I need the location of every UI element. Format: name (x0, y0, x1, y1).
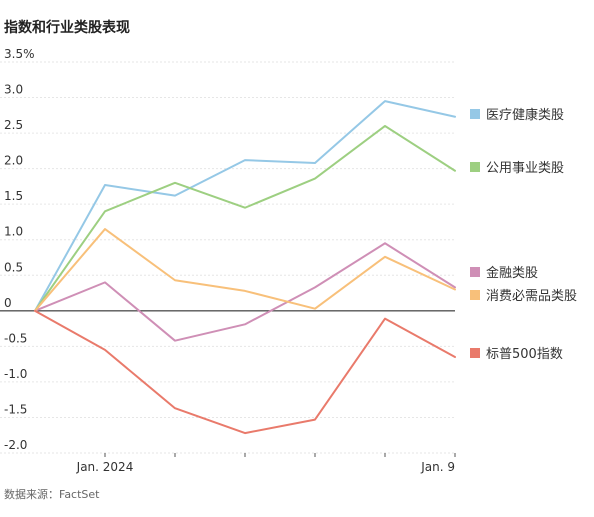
legend-swatch (470, 109, 480, 119)
y-tick-label: 0 (4, 296, 12, 310)
source-note: 数据来源：FactSet (4, 488, 100, 501)
chart-title: 指数和行业类股表现 (4, 20, 130, 36)
x-axis: Jan. 2024 Jan. 9 (76, 453, 456, 474)
x-tick-label: Jan. 9 (420, 460, 455, 474)
legend-label: 医疗健康类股 (486, 107, 564, 123)
y-tick-label: -2.0 (4, 438, 27, 452)
legend-item: 标普500指数 (470, 347, 563, 362)
y-tick-label: 2.5 (4, 118, 23, 132)
legend-label: 公用事业类股 (486, 161, 564, 176)
y-axis: 3.5% 3.0 2.5 2.0 1.5 1.0 0.5 0 -0.5 -1.0 -1.5 -2.0 (4, 47, 35, 452)
series-line-0 (34, 100, 456, 312)
series-lines (34, 100, 456, 435)
y-tick-label: -0.5 (4, 331, 27, 345)
legend-swatch (470, 162, 480, 172)
y-tick-label: 1.5 (4, 189, 23, 203)
y-tick-label: -1.5 (4, 402, 27, 416)
legend-item: 消费必需品类股 (470, 289, 577, 304)
legend-label: 金融类股 (486, 265, 538, 281)
y-tick-label: -1.0 (4, 367, 27, 381)
gridlines (0, 61, 455, 454)
y-tick-label: 2.0 (4, 154, 23, 168)
legend-item: 金融类股 (470, 265, 538, 281)
series-line-4 (34, 309, 456, 435)
legend-item: 医疗健康类股 (470, 107, 564, 123)
y-tick-label: 1.0 (4, 225, 23, 239)
legend-label: 消费必需品类股 (486, 289, 577, 304)
legend-swatch (470, 348, 480, 358)
y-tick-label: 3.0 (4, 83, 23, 97)
x-tick-label: Jan. 2024 (76, 460, 134, 474)
legend-swatch (470, 290, 480, 300)
series-line-2 (34, 242, 456, 342)
y-tick-label: 0.5 (4, 260, 23, 274)
legend-label: 标普500指数 (486, 347, 563, 362)
legend-item: 公用事业类股 (470, 161, 564, 176)
series-line-1 (34, 124, 456, 312)
series-line-3 (34, 228, 456, 312)
legend-swatch (470, 267, 480, 277)
y-tick-label: 3.5% (4, 47, 35, 61)
